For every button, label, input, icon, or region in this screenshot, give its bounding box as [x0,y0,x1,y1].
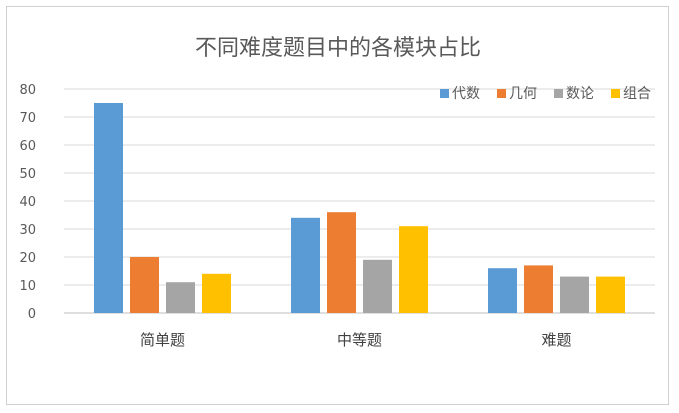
bar-数论-难题 [560,276,589,313]
y-tick-label: 20 [19,251,36,266]
chart-title: 不同难度题目中的各模块占比 [195,36,481,61]
bar-代数-难题 [488,268,517,313]
x-tick-label: 简单题 [140,331,185,349]
bar-数论-中等题 [363,259,392,313]
y-tick-label: 70 [19,111,36,126]
bar-几何-中等题 [327,212,356,313]
bar-组合-难题 [596,276,625,313]
bar-代数-中等题 [291,217,320,313]
bar-几何-简单题 [130,257,159,313]
y-tick-label: 60 [19,139,36,154]
legend-label-数论: 数论 [566,86,594,102]
legend-label-几何: 几何 [509,86,537,102]
bar-组合-中等题 [399,226,428,313]
y-tick-label: 40 [19,195,36,210]
bars [94,103,625,313]
bar-几何-难题 [524,265,553,313]
y-tick-label: 10 [19,279,36,294]
legend-swatch-代数 [440,89,449,98]
y-axis: 0 10 20 30 40 50 60 70 80 [19,83,36,322]
x-tick-label: 难题 [541,331,571,349]
legend-swatch-组合 [611,89,620,98]
bar-组合-简单题 [202,273,231,313]
bar-数论-简单题 [166,282,195,313]
legend-swatch-数论 [554,89,563,98]
x-axis: 简单题 中等题 难题 [140,331,572,349]
legend-label-代数: 代数 [452,86,480,102]
y-tick-label: 50 [19,167,36,182]
y-tick-label: 80 [19,83,36,98]
x-tick-label: 中等题 [337,331,382,349]
legend-label-组合: 组合 [623,86,651,102]
bar-代数-简单题 [94,103,123,313]
legend-swatch-几何 [497,89,506,98]
legend: 代数 几何 数论 组合 [440,86,651,102]
y-tick-label: 0 [28,307,36,322]
y-tick-label: 30 [19,223,36,238]
